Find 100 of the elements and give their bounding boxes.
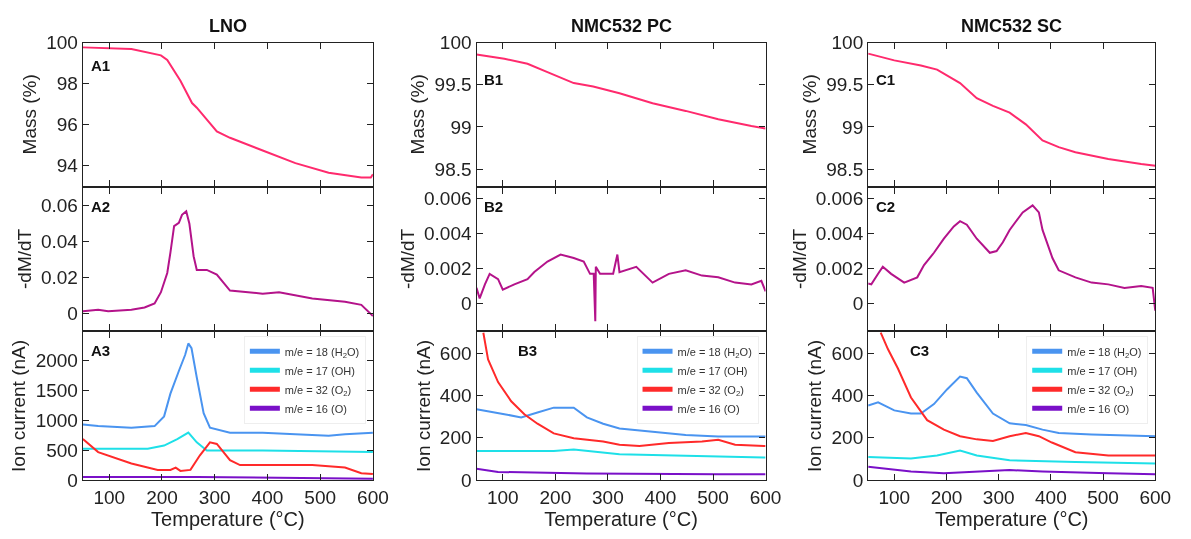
y-tick-label: 200 xyxy=(831,427,864,449)
y-tick-label: 0.06 xyxy=(40,195,78,217)
y-tick-label: 0 xyxy=(852,469,864,491)
y-tick-label: 0.006 xyxy=(815,187,864,209)
line-series xyxy=(868,375,1156,438)
line-series xyxy=(82,342,373,437)
y-tick-label: 600 xyxy=(439,342,472,364)
x-tick-label: 200 xyxy=(146,486,178,508)
line-series xyxy=(476,406,766,438)
y-axis-title: Mass (%) xyxy=(407,74,429,155)
y-tick-label: 94 xyxy=(56,155,79,177)
x-tick-label: 200 xyxy=(539,486,572,508)
y-tick-label: 0.006 xyxy=(424,187,472,209)
x-axis-title: Temperature (°C) xyxy=(544,507,698,530)
x-tick-label: 200 xyxy=(930,486,963,508)
x-tick-label: 100 xyxy=(93,486,126,508)
chart-title: LNO xyxy=(209,16,247,36)
line-series xyxy=(868,204,1156,312)
y-tick-label: 98 xyxy=(56,73,78,95)
line-series xyxy=(879,331,1156,457)
legend-label: m/e = 17 (OH) xyxy=(284,364,355,377)
x-tick-label: 500 xyxy=(697,486,729,508)
annotation: B2 xyxy=(484,198,504,215)
y-tick-label: 0.002 xyxy=(424,258,472,280)
x-tick-label: 300 xyxy=(198,486,231,508)
annotation: C1 xyxy=(876,71,896,88)
legend-label: m/e = 32 (O$_{2}$) xyxy=(677,383,744,398)
y-tick-label: 1500 xyxy=(35,380,78,402)
x-tick-label: 300 xyxy=(982,486,1015,508)
x-tick-label: 600 xyxy=(357,486,389,508)
line-series xyxy=(82,210,373,317)
x-tick-label: 500 xyxy=(1087,486,1119,508)
y-tick-label: 1000 xyxy=(35,409,78,431)
legend-label: m/e = 32 (O$_{2}$) xyxy=(1067,383,1134,398)
legend-label: m/e = 18 (H$_{2}$O) xyxy=(677,345,752,360)
annotation: A3 xyxy=(91,342,111,359)
y-tick-label: 600 xyxy=(831,342,864,364)
annotation: A1 xyxy=(91,57,111,74)
y-tick-label: 0 xyxy=(67,469,78,491)
y-tick-label: 100 xyxy=(439,32,472,54)
y-tick-label: 0 xyxy=(67,303,78,325)
annotation: C3 xyxy=(910,342,930,359)
y-axis-title: Ion current (nA) xyxy=(804,339,826,472)
y-tick-label: 400 xyxy=(831,385,864,407)
y-axis-title: -dM/dT xyxy=(788,228,810,289)
y-tick-label: 0.004 xyxy=(424,223,472,245)
y-tick-label: 2000 xyxy=(35,350,78,372)
legend-label: m/e = 17 (OH) xyxy=(677,364,748,377)
y-tick-label: 99 xyxy=(842,116,864,138)
line-series xyxy=(868,449,1156,465)
line-series xyxy=(476,253,766,323)
y-tick-label: 0.002 xyxy=(815,258,864,280)
x-axis-title: Temperature (°C) xyxy=(934,507,1089,530)
y-tick-label: 0 xyxy=(460,293,472,315)
annotation: A2 xyxy=(91,198,111,215)
x-tick-label: 400 xyxy=(644,486,677,508)
y-axis-title: Ion current (nA) xyxy=(8,339,30,472)
y-tick-label: 0 xyxy=(460,469,472,491)
line-series xyxy=(82,46,373,179)
x-tick-label: 400 xyxy=(251,486,284,508)
y-tick-label: 96 xyxy=(56,114,78,136)
y-tick-label: 99.5 xyxy=(434,74,472,96)
line-series xyxy=(82,431,373,454)
y-axis-title: -dM/dT xyxy=(396,228,418,289)
annotation: B3 xyxy=(518,342,538,359)
y-tick-label: 98.5 xyxy=(434,158,472,180)
y-axis-title: -dM/dT xyxy=(13,228,35,289)
legend-label: m/e = 16 (O) xyxy=(1067,402,1130,415)
legend-label: m/e = 18 (H$_{2}$O) xyxy=(1067,345,1142,360)
legend-label: m/e = 17 (OH) xyxy=(1067,364,1138,377)
legend-label: m/e = 16 (O) xyxy=(677,402,740,415)
x-tick-label: 400 xyxy=(1035,486,1067,508)
y-tick-label: 500 xyxy=(46,439,78,461)
y-tick-label: 0.04 xyxy=(40,231,79,253)
y-axis-title: Ion current (nA) xyxy=(412,339,434,472)
legend-label: m/e = 18 (H$_{2}$O) xyxy=(284,345,360,360)
y-axis-title: Mass (%) xyxy=(19,74,41,155)
legend-label: m/e = 16 (O) xyxy=(284,402,347,415)
line-series xyxy=(476,448,766,459)
y-tick-label: 200 xyxy=(439,427,472,449)
y-tick-label: 100 xyxy=(831,32,864,54)
y-tick-label: 99.5 xyxy=(826,74,864,96)
y-tick-label: 99 xyxy=(450,116,472,138)
chart-title: NMC532 SC xyxy=(961,16,1063,36)
x-tick-label: 300 xyxy=(592,486,624,508)
annotation: C2 xyxy=(876,198,896,215)
y-tick-label: 400 xyxy=(439,385,472,407)
y-tick-label: 0.02 xyxy=(40,267,78,289)
line-series xyxy=(476,53,766,130)
x-tick-label: 100 xyxy=(486,486,519,508)
y-tick-label: 100 xyxy=(46,32,78,54)
x-tick-label: 600 xyxy=(749,486,782,508)
legend-label: m/e = 32 (O$_{2}$) xyxy=(284,383,352,398)
chart-title: NMC532 PC xyxy=(571,16,673,36)
x-tick-label: 500 xyxy=(304,486,337,508)
x-tick-label: 100 xyxy=(878,486,911,508)
line-series xyxy=(482,331,766,448)
line-series xyxy=(868,52,1156,167)
y-tick-label: 0 xyxy=(852,293,864,315)
annotation: B1 xyxy=(484,71,504,88)
